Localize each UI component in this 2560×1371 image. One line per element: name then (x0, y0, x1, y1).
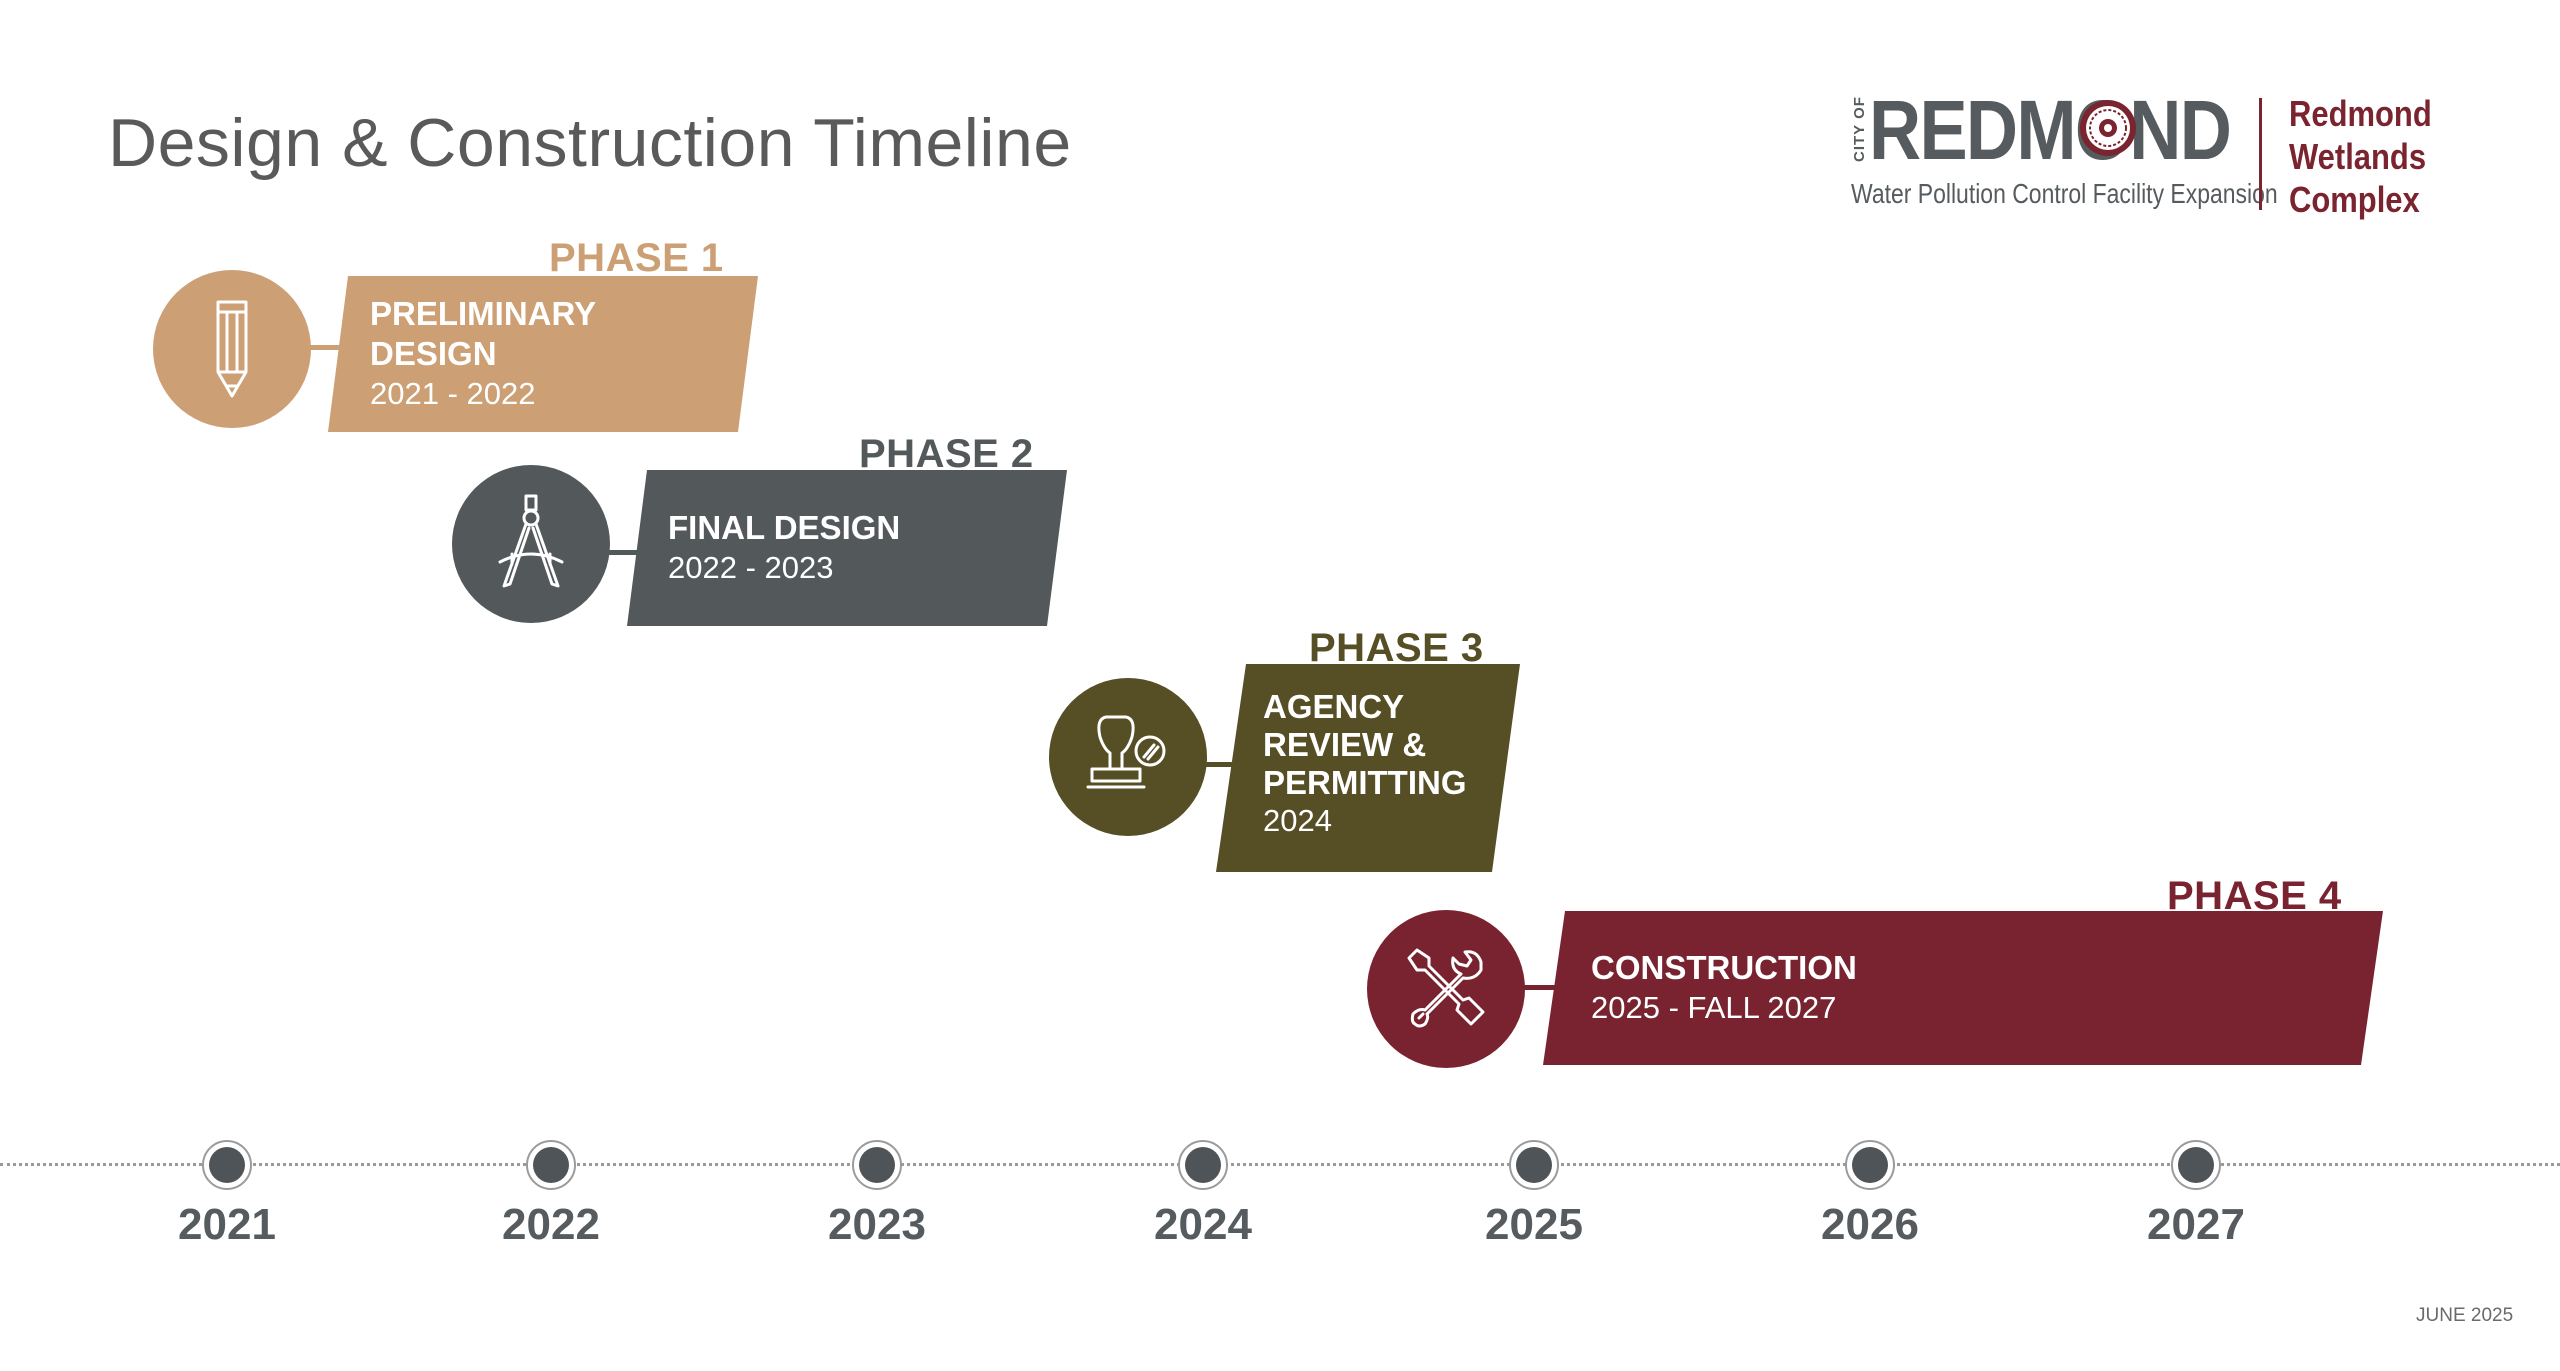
stamp-icon (1086, 715, 1166, 789)
year-dot (209, 1147, 245, 1183)
phase-2-banner (627, 470, 1067, 626)
year-marker-2025 (1509, 1140, 1559, 1190)
year-dot (1185, 1147, 1221, 1183)
year-label-2022: 2022 (502, 1200, 600, 1249)
logo-wetlands-complex: Redmond Wetlands Complex (2289, 92, 2432, 221)
wetlands-line-3: Complex (2289, 179, 2420, 220)
year-marker-2022 (526, 1140, 576, 1190)
phase-3-connector (1205, 762, 1237, 767)
redmond-logo: CITY OF REDMOND Water Pollution Control … (1845, 83, 2505, 221)
pencil-icon (216, 300, 248, 398)
city-seal-icon (2080, 100, 2136, 156)
year-label-2023: 2023 (828, 1200, 926, 1249)
year-marker-2027 (2171, 1140, 2221, 1190)
year-dot (533, 1147, 569, 1183)
logo-city-of: CITY OF (1851, 96, 1868, 162)
phase-1-name-line-1: PRELIMINARY (370, 295, 597, 332)
phase-1-name-line-2: DESIGN (370, 335, 497, 372)
phase-4-connector (1523, 985, 1559, 990)
wetlands-line-2: Wetlands (2289, 136, 2427, 177)
phase-3-label: PHASE 3 (1309, 626, 1484, 670)
phase-4-text: CONSTRUCTION 2025 - FALL 2027 (1591, 948, 1857, 1028)
logo-redmond-wordmark: REDMOND (1869, 83, 2232, 177)
wetlands-line-1: Redmond (2289, 93, 2432, 134)
phase-2-icon-circle (452, 465, 610, 623)
phase-3-banner (1216, 664, 1520, 872)
phase-4-icon-circle (1367, 910, 1525, 1068)
phase-1-dates: 2021 - 2022 (370, 376, 536, 411)
footer-date: JUNE 2025 (2416, 1305, 2514, 1326)
phase-3-name-line-3: PERMITTING (1263, 764, 1467, 801)
phase-2-dates: 2022 - 2023 (668, 550, 834, 585)
year-marker-2023 (852, 1140, 902, 1190)
year-marker-2026 (1845, 1140, 1895, 1190)
year-dot (1852, 1147, 1888, 1183)
phase-2-connector (608, 550, 644, 555)
phase-1-connector (309, 345, 345, 350)
phase-3-icon-circle (1049, 678, 1207, 836)
phase-2-text: FINAL DESIGN 2022 - 2023 (668, 508, 900, 588)
phase-4-banner (1543, 911, 2383, 1065)
phase-1-label: PHASE 1 (549, 236, 724, 280)
phase-2-name-line-1: FINAL DESIGN (668, 509, 901, 546)
tools-icon (1407, 948, 1485, 1028)
phase-3-dates: 2024 (1263, 803, 1332, 838)
year-label-2027: 2027 (2147, 1200, 2245, 1249)
phase-4-name-line-1: CONSTRUCTION (1591, 949, 1857, 986)
page-title: Design & Construction Timeline (108, 105, 1072, 181)
phase-1-icon-circle (153, 270, 311, 428)
phase-4-label: PHASE 4 (2167, 874, 2342, 918)
phase-3-name-line-2: REVIEW & (1263, 726, 1427, 763)
year-marker-2024 (1178, 1140, 1228, 1190)
phase-1-banner (328, 276, 758, 432)
year-dot (859, 1147, 895, 1183)
year-label-2021: 2021 (178, 1200, 276, 1249)
phase-2-label: PHASE 2 (859, 432, 1034, 476)
year-marker-2021 (202, 1140, 252, 1190)
drafting-compass-icon (498, 494, 564, 588)
phase-3-name-line-1: AGENCY (1263, 688, 1405, 725)
phase-3-text: AGENCY REVIEW & PERMITTING 2024 (1263, 688, 1467, 840)
year-label-2025: 2025 (1485, 1200, 1583, 1249)
phase-4-dates: 2025 - FALL 2027 (1591, 990, 1837, 1025)
phase-1-text: PRELIMINARY DESIGN 2021 - 2022 (370, 294, 596, 414)
year-label-2024: 2024 (1154, 1200, 1252, 1249)
year-dot (2178, 1147, 2214, 1183)
timeline-axis (0, 1163, 2560, 1166)
logo-subtitle: Water Pollution Control Facility Expansi… (1851, 178, 2278, 209)
year-dot (1516, 1147, 1552, 1183)
year-label-2026: 2026 (1821, 1200, 1919, 1249)
logo-divider (2259, 98, 2262, 210)
